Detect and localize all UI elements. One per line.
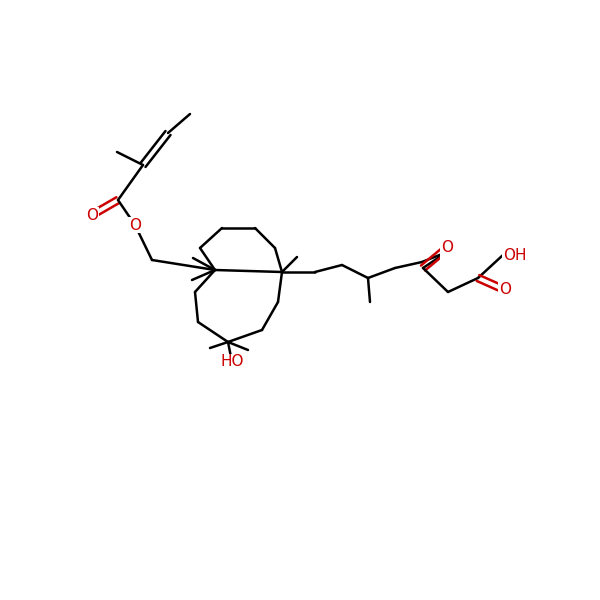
Text: HO: HO [220, 355, 244, 370]
Text: O: O [499, 283, 511, 298]
Text: O: O [129, 217, 141, 232]
Text: O: O [441, 245, 453, 259]
Text: OH: OH [503, 247, 527, 263]
Text: O: O [441, 241, 453, 256]
Text: O: O [86, 208, 98, 223]
